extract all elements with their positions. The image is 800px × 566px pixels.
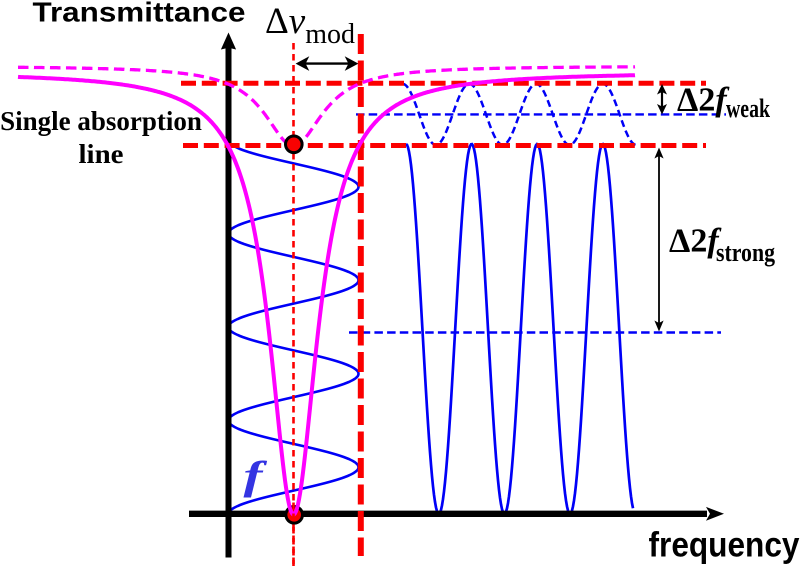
svg-text:line: line xyxy=(79,139,124,169)
svg-text:weak: weak xyxy=(726,94,770,123)
svg-text:Transmittance: Transmittance xyxy=(33,0,246,28)
svg-text:Δ2f: Δ2f xyxy=(677,82,730,119)
svg-text:frequency: frequency xyxy=(649,525,800,565)
svg-text:Single absorption: Single absorption xyxy=(0,106,202,136)
svg-text:Δ2f: Δ2f xyxy=(669,223,722,260)
svg-text:strong: strong xyxy=(716,238,775,267)
